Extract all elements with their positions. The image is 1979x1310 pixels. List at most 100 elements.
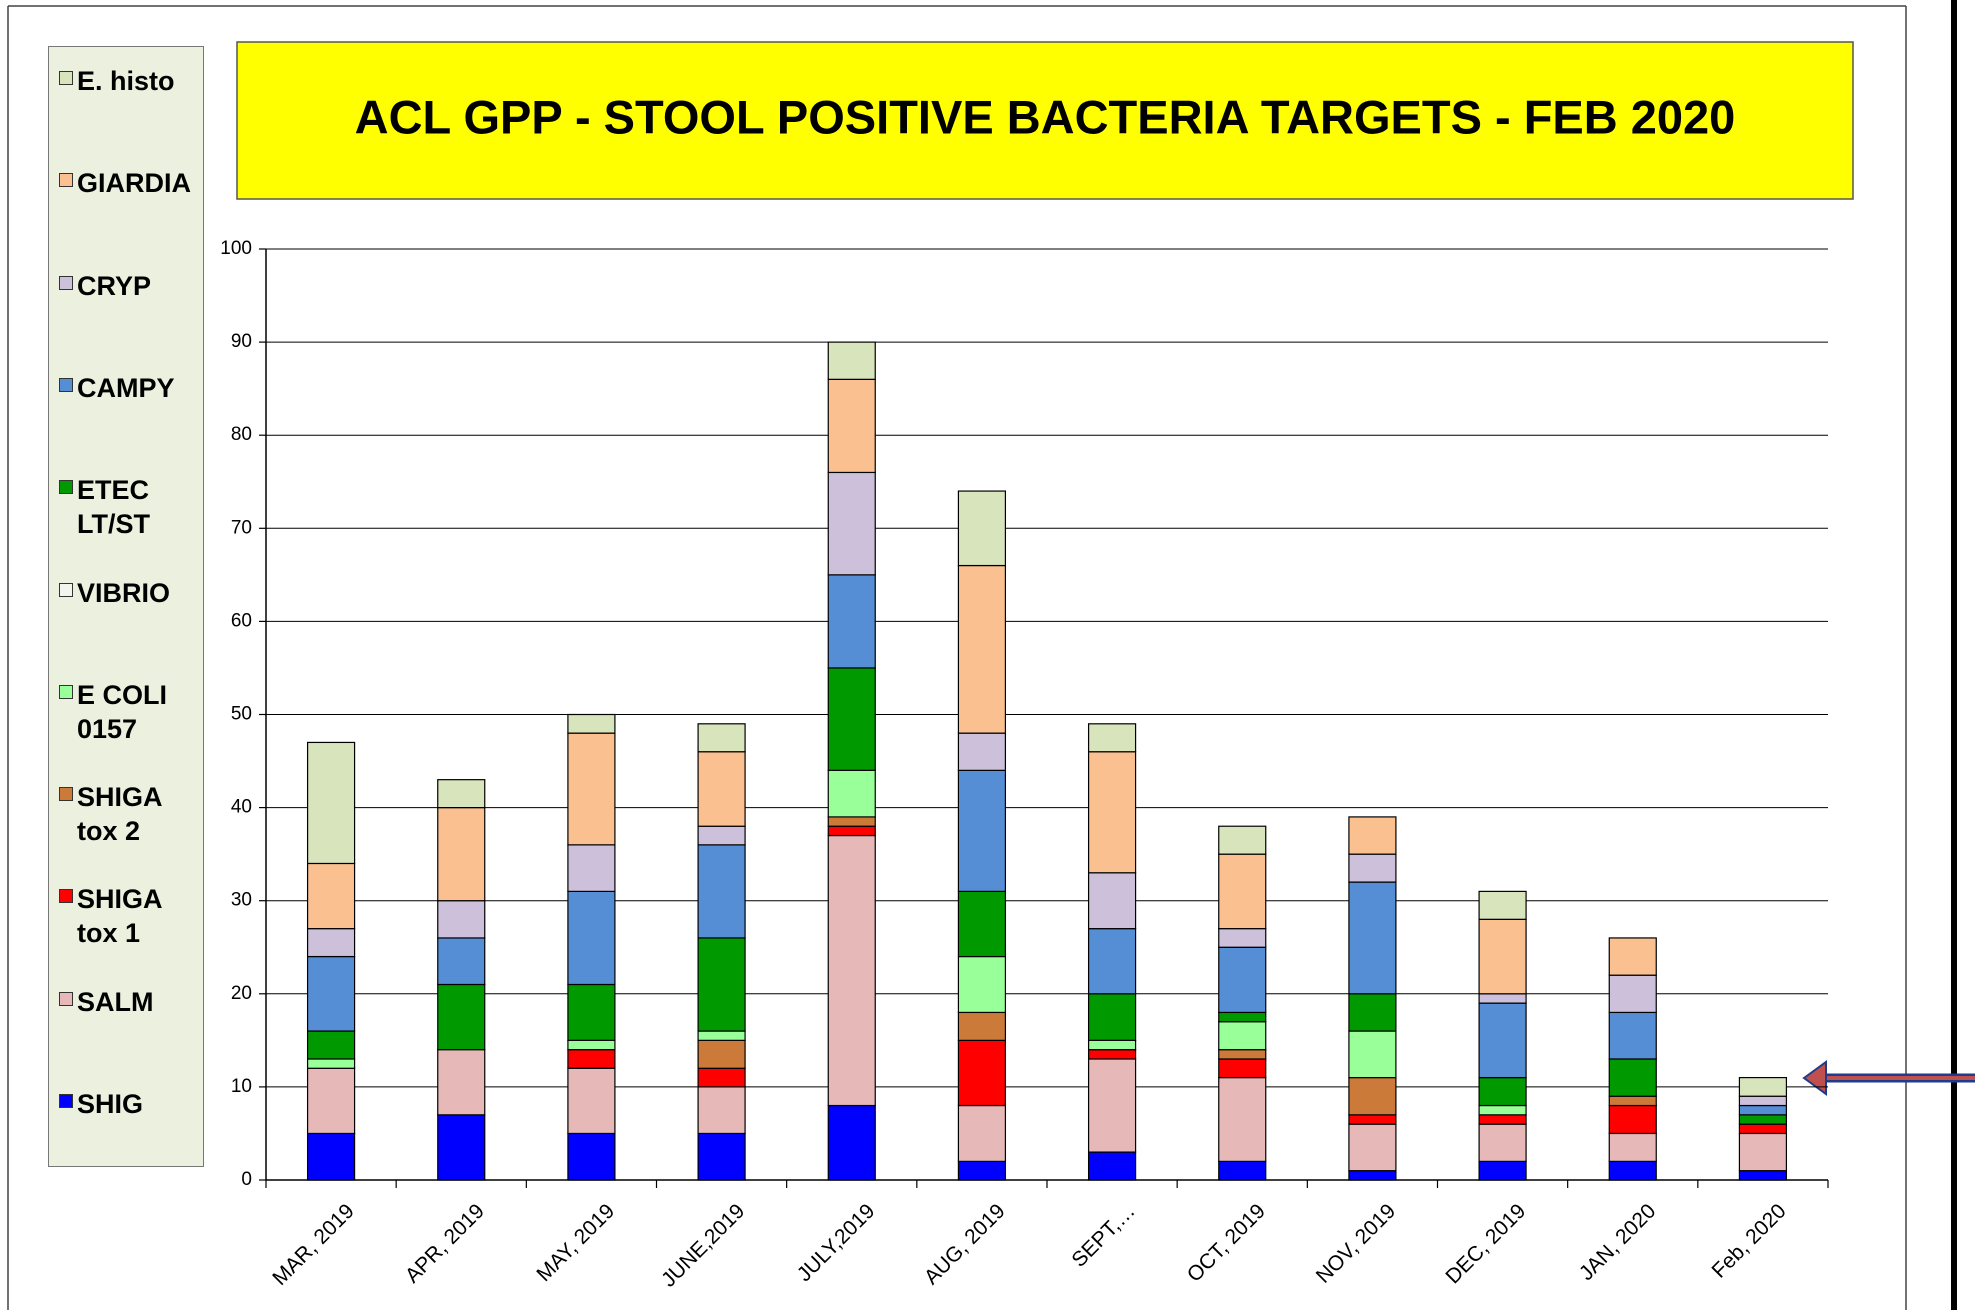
border-bar (1951, 0, 1957, 1310)
bar-segment (957, 1039, 1007, 1107)
bar-segment (827, 574, 876, 669)
legend-swatch (59, 991, 73, 1006)
bar-segment (697, 1039, 746, 1069)
legend-swatch (59, 889, 73, 904)
legend-swatch (59, 480, 73, 495)
y-tick-label: 90 (231, 331, 252, 352)
bar-segment (1478, 1160, 1527, 1181)
bar-segment (1738, 1104, 1788, 1116)
y-tick-label: 70 (231, 517, 252, 538)
bar-segment (437, 779, 486, 809)
bar-segment (1608, 1011, 1657, 1060)
y-tick-label: 60 (231, 610, 252, 631)
legend-item: E COLI 0157 (59, 678, 195, 746)
y-tick-label: 20 (231, 983, 252, 1004)
bar-segment (1218, 1011, 1267, 1023)
bar-segment (1348, 881, 1397, 995)
bar-segment (697, 1086, 746, 1135)
bar-segment (1608, 1095, 1657, 1107)
bar-segment (1478, 1114, 1527, 1125)
legend-swatch (59, 787, 73, 802)
bar-segment (957, 769, 1007, 892)
bar-segment (697, 751, 746, 827)
legend-label: SHIG (77, 1089, 144, 1119)
x-tick-label: APR, 2019 (401, 1199, 489, 1287)
y-tick-label: 50 (231, 704, 252, 725)
bar-segment (697, 1067, 746, 1088)
bar-segment (697, 844, 746, 939)
bar-segment (697, 1132, 746, 1181)
bar-segment (1218, 1058, 1267, 1079)
bar-segment (567, 844, 616, 892)
bar-segment (957, 732, 1007, 771)
bar-segment (697, 1030, 746, 1041)
bar-segment (306, 928, 356, 958)
bar-segment (1218, 825, 1267, 855)
bar-segment (1348, 993, 1397, 1032)
bar-segment (1608, 1132, 1657, 1162)
bar-segment (306, 741, 356, 865)
bar-segment (1087, 723, 1137, 753)
y-tick-label: 0 (241, 1169, 252, 1190)
x-tick-label: MAY, 2019 (532, 1199, 619, 1286)
bar-segment (306, 862, 356, 930)
legend-label: SHIGA tox 2 (77, 782, 162, 847)
bar-segment (1738, 1076, 1788, 1097)
x-tick-label: JULY,2019 (793, 1199, 880, 1286)
bar-segment (1478, 918, 1527, 995)
y-tick-label: 100 (220, 238, 252, 259)
bar-segment (1218, 1160, 1267, 1181)
bar-segment (957, 1011, 1007, 1041)
bar-segment (1478, 1002, 1527, 1079)
bar-segment (1478, 993, 1527, 1004)
legend: E. histo GIARDIA CRYP CAMPY ETEC LT/ST VIBRIO… (48, 46, 204, 1167)
x-tick-label: NOV, 2019 (1312, 1199, 1400, 1287)
bar-segment (1738, 1095, 1788, 1107)
legend-swatch (59, 71, 73, 85)
bar-segment (1478, 1076, 1527, 1107)
legend-label: VIBRIO (77, 577, 171, 608)
legend-item: CRYP (59, 269, 195, 303)
chart-title: ACL GPP - STOOL POSITIVE BACTERIA TARGET… (355, 90, 1736, 143)
bar-segment (827, 834, 876, 1107)
bar-segment (957, 955, 1007, 1014)
legend-label: ETEC LT/ST (77, 475, 150, 540)
bar-segment (437, 806, 486, 902)
bar-segment (567, 1067, 616, 1135)
bar-segment (567, 732, 616, 846)
x-tick-label: DEC, 2019 (1441, 1199, 1530, 1288)
bar-segment (827, 667, 876, 771)
bar-segment (1478, 890, 1527, 920)
bar-segment (1087, 928, 1137, 995)
bar-segment (1478, 1123, 1527, 1162)
bar-segment (567, 983, 616, 1041)
bar-segment (1218, 1076, 1267, 1162)
bar-segment (1218, 1021, 1267, 1051)
bar-segment (1608, 1058, 1657, 1097)
y-tick-label: 30 (231, 890, 252, 911)
x-tick-label: Feb, 2020 (1707, 1199, 1790, 1282)
legend-label: SHIGA tox 1 (77, 884, 162, 949)
bar-segment (1087, 872, 1137, 930)
x-tick-label: JAN, 2020 (1575, 1199, 1661, 1285)
x-tick-label: SEPT,… (1067, 1199, 1139, 1271)
legend-label: GIARDIA (77, 168, 191, 199)
bar-segment (1087, 1039, 1137, 1051)
bar-segment (697, 937, 746, 1032)
bar-segment (1348, 1076, 1397, 1116)
bar-segment (1348, 816, 1397, 855)
bar-segment (306, 955, 356, 1032)
bar-segment (827, 378, 876, 474)
legend-item: VIBRIO (59, 576, 195, 610)
legend-swatch (59, 173, 73, 188)
bar-segment (1087, 751, 1137, 874)
bar-segment (567, 890, 616, 986)
legend-item: CAMPY (59, 371, 195, 405)
bar-segment (437, 1049, 486, 1116)
bar-segment (437, 900, 486, 939)
bar-segment (697, 723, 746, 753)
bar-segment (1478, 1104, 1527, 1116)
title-box (236, 41, 1854, 200)
legend-swatch (59, 377, 73, 392)
bar-segment (827, 769, 876, 818)
